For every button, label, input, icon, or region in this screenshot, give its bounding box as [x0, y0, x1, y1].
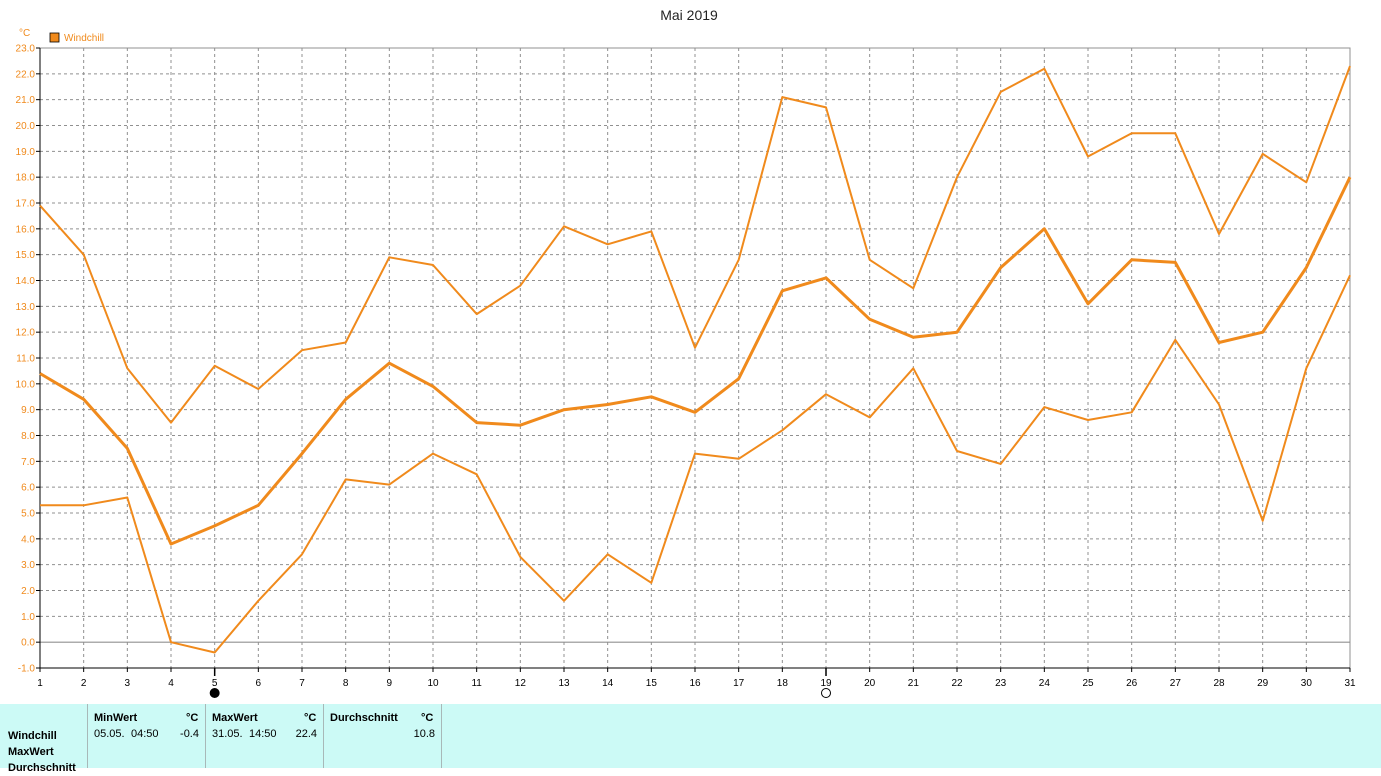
x-tick-label: 16: [689, 678, 701, 689]
y-tick-label: 13.0: [16, 302, 36, 313]
max-date: 31.05.: [212, 728, 243, 740]
y-tick-label: 2.0: [21, 586, 35, 597]
statistics-panel: Windchill MaxWert Durchschnitt MinWert °…: [0, 704, 1381, 774]
stats-divider: [323, 704, 324, 768]
x-tick-label: 1: [37, 678, 43, 689]
y-tick-label: 7.0: [21, 457, 35, 468]
avg-value: 10.8: [413, 728, 435, 740]
legend-entry-windchill: Windchill: [64, 33, 104, 44]
x-tick-label: 19: [820, 678, 832, 689]
y-tick-label: 11.0: [16, 354, 35, 365]
max-header: MaxWert: [212, 712, 258, 724]
y-axis-unit: °C: [19, 28, 30, 39]
row-label-windchill: Windchill: [8, 730, 57, 742]
x-tick-label: 22: [951, 678, 963, 689]
x-tick-label: 18: [777, 678, 789, 689]
x-tick-label: 15: [646, 678, 658, 689]
min-time: 04:50: [131, 728, 159, 740]
x-tick-label: 31: [1344, 678, 1356, 689]
y-tick-label: 5.0: [21, 509, 35, 520]
y-tick-label: 18.0: [16, 173, 36, 184]
series-line-min: [40, 274, 1351, 654]
row-label-maxwert: MaxWert: [8, 746, 54, 758]
y-tick-label: 6.0: [21, 483, 35, 494]
min-unit: °C: [186, 712, 199, 724]
x-tick-label: 8: [343, 678, 349, 689]
x-tick-label: 13: [558, 678, 570, 689]
x-tick-label: 2: [81, 678, 87, 689]
legend-swatch: [49, 32, 60, 43]
y-tick-label: 19.0: [16, 147, 36, 158]
x-tick-label: 24: [1039, 678, 1051, 689]
min-date: 05.05.: [94, 728, 125, 740]
stats-divider: [441, 704, 442, 768]
max-value: 22.4: [295, 728, 317, 740]
y-tick-label: 22.0: [16, 69, 36, 80]
y-tick-label: 16.0: [16, 224, 36, 235]
x-tick-label: 9: [387, 678, 393, 689]
series-lines: [39, 65, 1352, 654]
avg-unit: °C: [421, 712, 434, 724]
x-tick-label: 28: [1213, 678, 1225, 689]
full-moon-icon: [821, 688, 831, 698]
y-tick-label: 21.0: [16, 95, 36, 106]
y-tick-label: 0.0: [21, 638, 35, 649]
y-tick-label: 20.0: [16, 121, 36, 132]
y-tick-label: 3.0: [21, 560, 35, 571]
y-tick-label: 9.0: [21, 405, 35, 416]
chart-title: Mai 2019: [660, 7, 718, 23]
windchill-chart: Mai 2019 °C Windchill -1.0 0.0 1.0 2.0 3.0 4.…: [16, 7, 1356, 698]
x-tick-label: 5: [212, 678, 218, 689]
series-line-max: [39, 65, 1351, 424]
x-tick-label: 12: [515, 678, 527, 689]
x-tick-label: 25: [1082, 678, 1094, 689]
row-label-durchschnitt: Durchschnitt: [8, 762, 76, 774]
min-header: MinWert: [94, 712, 138, 724]
x-tick-label: 30: [1301, 678, 1313, 689]
x-tick-label: 21: [908, 678, 920, 689]
y-tick-label: 23.0: [16, 44, 36, 55]
y-tick-label: 12.0: [16, 328, 36, 339]
x-tick-label: 3: [125, 678, 131, 689]
moon-markers: [209, 668, 831, 698]
x-tick-label: 10: [427, 678, 439, 689]
stats-row-labels: Windchill MaxWert Durchschnitt: [8, 728, 76, 776]
new-moon-icon: [209, 688, 220, 698]
y-tick-label: 15.0: [16, 250, 36, 261]
y-tick-label: 4.0: [21, 534, 35, 545]
x-tick-label: 14: [602, 678, 614, 689]
max-unit: °C: [304, 712, 317, 724]
x-tick-label: 17: [733, 678, 745, 689]
x-tick-label: 4: [168, 678, 174, 689]
x-tick-label: 11: [471, 678, 482, 689]
y-tick-label: 8.0: [21, 431, 35, 442]
y-tick-label: 17.0: [16, 199, 36, 210]
min-value: -0.4: [180, 728, 199, 740]
x-tick-label: 6: [256, 678, 262, 689]
x-tick-label: 27: [1170, 678, 1182, 689]
x-tick-label: 29: [1257, 678, 1269, 689]
series-line-mean: [39, 176, 1352, 546]
stats-divider: [87, 704, 88, 768]
avg-header: Durchschnitt: [330, 712, 398, 724]
y-axis: -1.0 0.0 1.0 2.0 3.0 4.0 5.0 6.0 7.0 8.0 9.0 10.0 11…: [16, 44, 41, 675]
max-time: 14:50: [249, 728, 277, 740]
stats-divider: [205, 704, 206, 768]
x-tick-label: 26: [1126, 678, 1138, 689]
y-tick-label: -1.0: [18, 664, 36, 675]
y-tick-label: 10.0: [16, 379, 36, 390]
x-tick-label: 7: [299, 678, 305, 689]
x-tick-label: 20: [864, 678, 876, 689]
y-tick-label: 14.0: [16, 276, 36, 287]
y-tick-label: 1.0: [21, 612, 35, 623]
x-axis: 1 2 3 4 5 6 7 8 9 10 11 12 13 14 15 16 17 18 19 20 21 22 23 24 2…: [37, 667, 1356, 689]
x-tick-label: 23: [995, 678, 1007, 689]
grid: [39, 47, 1351, 669]
